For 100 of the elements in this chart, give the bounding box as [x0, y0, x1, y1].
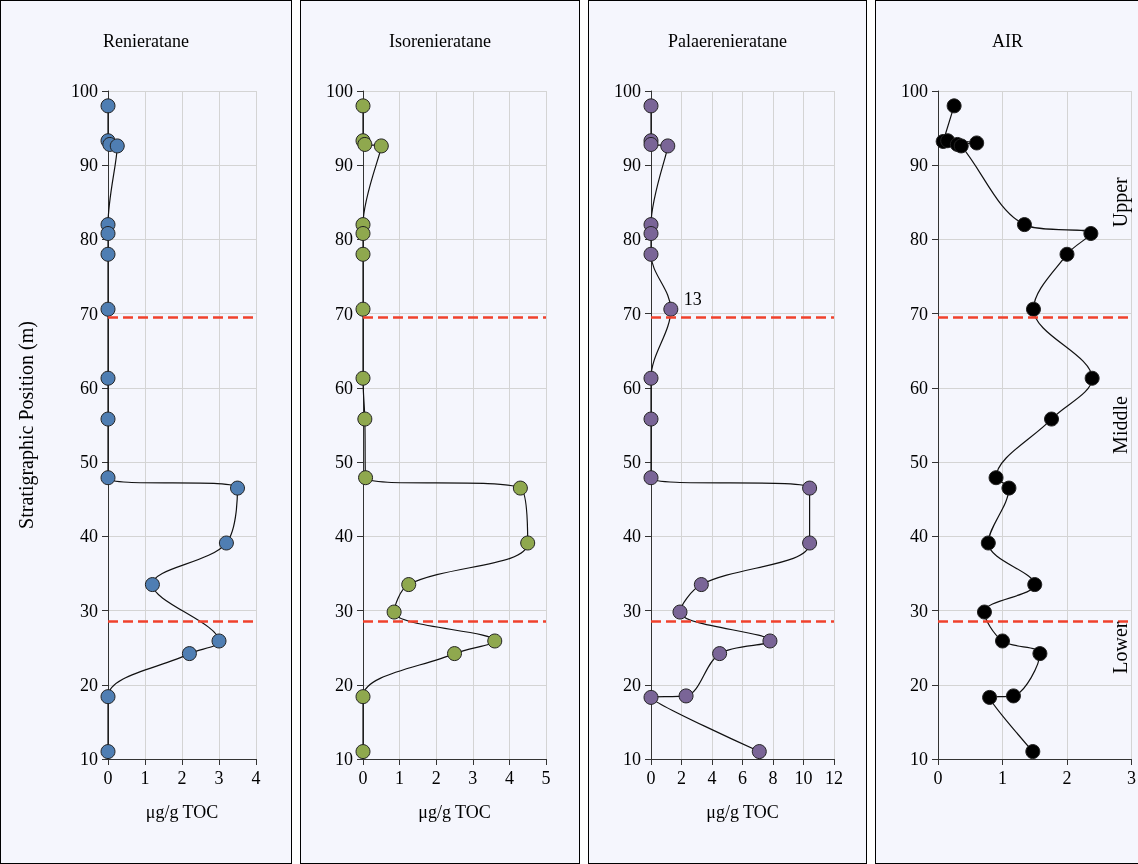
- x-axis-title: μg/g TOC: [145, 802, 219, 822]
- point: [946, 98, 962, 114]
- point: [1025, 301, 1041, 317]
- point: [357, 411, 373, 427]
- y-tick-label: 90: [335, 155, 353, 176]
- point: [751, 744, 767, 760]
- x-tick-label: 1: [395, 768, 405, 788]
- x-tick-label: 0: [646, 768, 656, 788]
- point: [1027, 577, 1043, 593]
- point: [100, 744, 116, 760]
- x-tick-label: 2: [177, 768, 187, 788]
- point: [1044, 411, 1060, 427]
- point: [1001, 480, 1017, 496]
- y-tick-label: 10: [80, 749, 98, 769]
- point: [643, 226, 659, 241]
- point: [386, 604, 402, 620]
- point: [1005, 688, 1021, 704]
- point: [988, 470, 1004, 486]
- point: [663, 301, 679, 317]
- x-tick-label: 6: [738, 768, 747, 788]
- x-tick-label: 0: [358, 768, 368, 788]
- x-tick-label: 3: [214, 768, 224, 788]
- point: [672, 604, 688, 620]
- point: [100, 98, 116, 114]
- point: [982, 689, 998, 705]
- point: [355, 226, 371, 241]
- point: [355, 744, 371, 760]
- chart-title: Renieratane: [103, 31, 189, 51]
- y-tick-label: 90: [623, 155, 641, 176]
- point: [358, 470, 374, 486]
- x-tick-label: 2: [431, 768, 441, 788]
- point: [643, 470, 659, 486]
- y-tick-label: 60: [80, 377, 98, 398]
- point: [1059, 246, 1075, 262]
- y-tick-label: 20: [80, 674, 98, 695]
- x-tick-label: 8: [768, 768, 778, 788]
- x-tick-label: 3: [1127, 768, 1136, 788]
- chart-title: AIR: [992, 31, 1023, 51]
- point: [512, 480, 528, 496]
- y-tick-label: 30: [80, 600, 98, 621]
- y-tick-label: 40: [623, 526, 641, 547]
- point: [401, 577, 417, 593]
- point: [100, 370, 116, 386]
- point: [144, 577, 160, 593]
- point: [802, 535, 818, 551]
- annotation: Upper: [1109, 177, 1132, 228]
- y-tick-label: 10: [910, 749, 928, 769]
- point: [693, 577, 709, 593]
- y-tick-label: 100: [326, 81, 353, 101]
- annotation: Middle: [1109, 395, 1131, 454]
- point: [520, 535, 536, 551]
- point: [100, 689, 116, 705]
- y-tick-label: 60: [623, 377, 641, 398]
- point: [487, 633, 503, 649]
- point: [678, 688, 694, 704]
- x-tick-label: 1: [140, 768, 150, 788]
- annotation: 13: [683, 289, 702, 310]
- y-tick-label: 100: [71, 81, 98, 101]
- point: [1025, 744, 1041, 760]
- x-tick-label: 2: [1062, 768, 1072, 788]
- point: [1084, 370, 1100, 386]
- point: [762, 633, 778, 649]
- point: [355, 370, 371, 386]
- x-tick-label: 0: [933, 768, 943, 788]
- y-tick-label: 30: [623, 600, 641, 621]
- point: [976, 604, 992, 620]
- y-tick-label: 40: [80, 526, 98, 547]
- annotation: Lower: [1109, 621, 1131, 674]
- point: [969, 135, 985, 151]
- x-tick-label: 2: [677, 768, 686, 788]
- point: [211, 633, 227, 649]
- point: [355, 98, 371, 114]
- point: [181, 646, 197, 662]
- point: [355, 689, 371, 705]
- point: [100, 246, 116, 262]
- y-tick-label: 70: [910, 303, 928, 324]
- y-tick-label: 70: [335, 303, 353, 324]
- x-tick-label: 5: [541, 768, 551, 788]
- point: [100, 226, 116, 241]
- y-tick-label: 90: [910, 155, 928, 176]
- point: [109, 138, 125, 154]
- y-tick-label: 40: [910, 526, 928, 547]
- x-tick-label: 0: [103, 768, 113, 788]
- point: [1083, 226, 1099, 241]
- point: [447, 646, 462, 662]
- point: [218, 535, 234, 551]
- point: [100, 470, 116, 486]
- point: [100, 411, 116, 427]
- y-tick-label: 50: [910, 452, 928, 473]
- chart-title: Palaerenieratane: [668, 31, 787, 51]
- y-tick-label: 30: [910, 600, 928, 621]
- y-tick-label: 100: [614, 81, 641, 101]
- x-tick-label: 4: [707, 768, 717, 788]
- point: [643, 370, 659, 386]
- y-axis-title: Stratigraphic Position (m): [15, 321, 38, 529]
- y-tick-label: 20: [623, 674, 641, 695]
- point: [643, 689, 659, 705]
- x-tick-label: 10: [794, 768, 813, 788]
- x-tick-label: 1: [998, 768, 1007, 788]
- point: [643, 98, 659, 114]
